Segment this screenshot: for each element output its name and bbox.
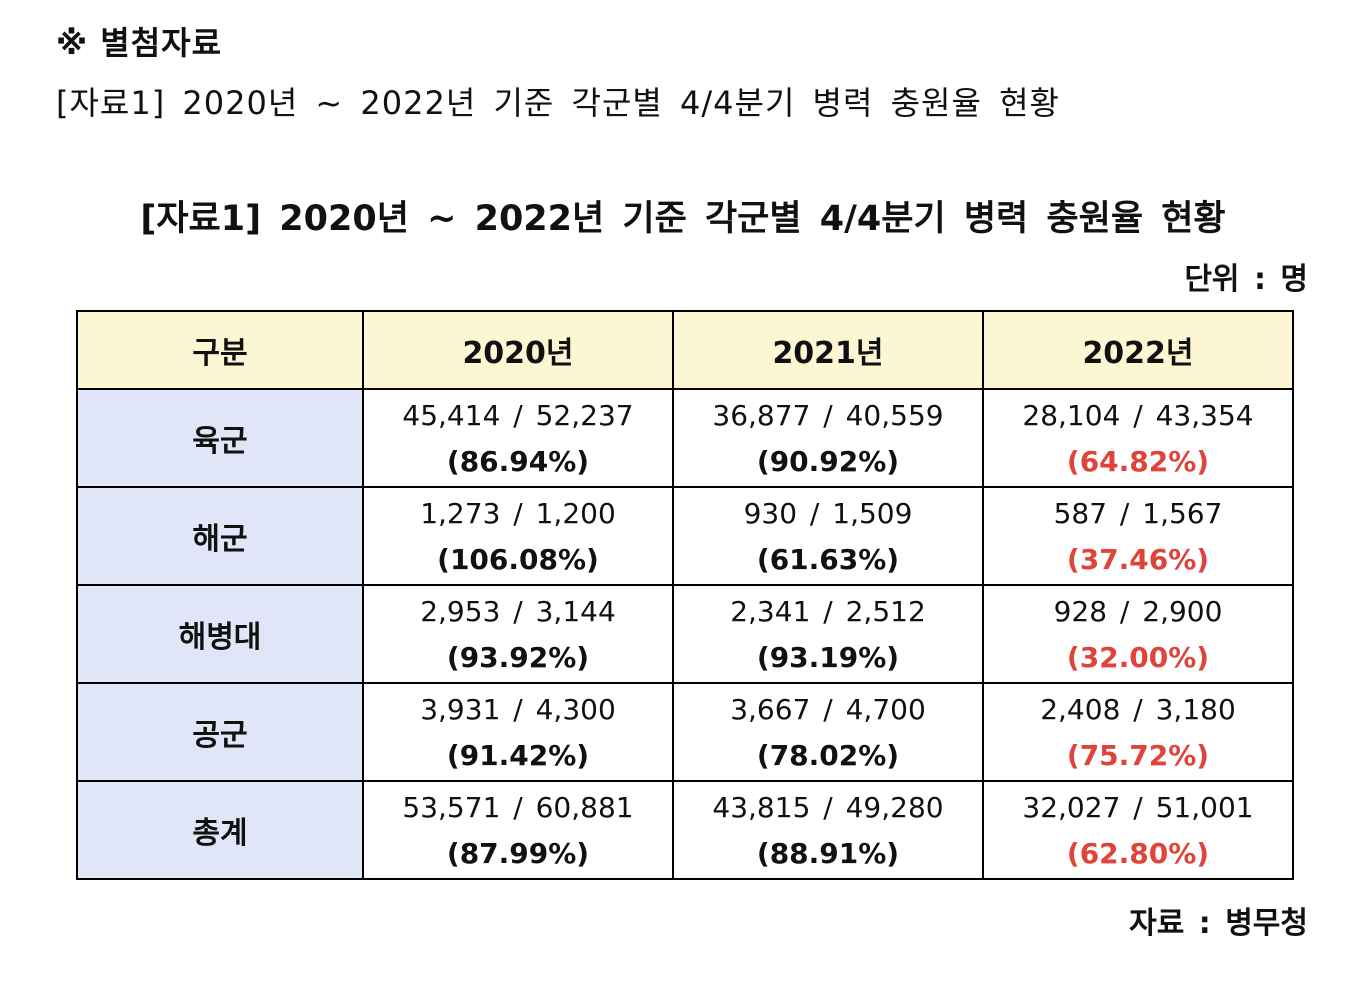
- rate-text: (86.94%): [446, 445, 590, 478]
- branch-label: 공군: [76, 682, 364, 782]
- table-row: 육군 45,414 / 52,237 (86.94%) 36,877 / 40,…: [76, 388, 1294, 488]
- count-text: 45,414 / 52,237: [402, 399, 634, 432]
- count-text: 3,931 / 4,300: [420, 693, 616, 726]
- value-cell: 928 / 2,900 (32.00%): [982, 584, 1294, 684]
- value-cell: 1,273 / 1,200 (106.08%): [362, 486, 674, 586]
- attachment-title: ※ 별첨자료: [56, 24, 223, 62]
- rate-text: (106.08%): [437, 543, 599, 576]
- count-text: 32,027 / 51,001: [1022, 791, 1254, 824]
- value-cell: 36,877 / 40,559 (90.92%): [672, 388, 984, 488]
- table-row: 해군 1,273 / 1,200 (106.08%) 930 / 1,509 (…: [76, 486, 1294, 586]
- header-year-2021: 2021년: [672, 310, 984, 390]
- branch-label: 육군: [76, 388, 364, 488]
- attachment-subtitle: [자료1] 2020년 ~ 2022년 기준 각군별 4/4분기 병력 충원율 …: [56, 84, 1060, 122]
- value-cell: 3,931 / 4,300 (91.42%): [362, 682, 674, 782]
- count-text: 1,273 / 1,200: [420, 497, 616, 530]
- table-row: 해병대 2,953 / 3,144 (93.92%) 2,341 / 2,512…: [76, 584, 1294, 684]
- table-row: 공군 3,931 / 4,300 (91.42%) 3,667 / 4,700 …: [76, 682, 1294, 782]
- rate-text: (90.92%): [756, 445, 900, 478]
- rate-text: (88.91%): [756, 837, 900, 870]
- count-text: 587 / 1,567: [1053, 497, 1223, 530]
- count-text: 2,341 / 2,512: [730, 595, 926, 628]
- count-text: 2,953 / 3,144: [420, 595, 616, 628]
- count-text: 43,815 / 49,280: [712, 791, 944, 824]
- count-text: 928 / 2,900: [1053, 595, 1223, 628]
- manpower-fill-rate-table: 구분 2020년 2021년 2022년 육군 45,414 / 52,237 …: [76, 310, 1294, 880]
- count-text: 28,104 / 43,354: [1022, 399, 1254, 432]
- header-year-2020: 2020년: [362, 310, 674, 390]
- count-text: 53,571 / 60,881: [402, 791, 634, 824]
- unit-label: 단위 : 명: [1184, 262, 1308, 297]
- header-category: 구분: [76, 310, 364, 390]
- rate-text-highlight: (37.46%): [1066, 543, 1210, 576]
- rate-text: (93.92%): [446, 641, 590, 674]
- rate-text: (93.19%): [756, 641, 900, 674]
- rate-text-highlight: (32.00%): [1066, 641, 1210, 674]
- table-header-row: 구분 2020년 2021년 2022년: [76, 310, 1294, 390]
- value-cell: 2,953 / 3,144 (93.92%): [362, 584, 674, 684]
- value-cell: 28,104 / 43,354 (64.82%): [982, 388, 1294, 488]
- branch-label: 해군: [76, 486, 364, 586]
- branch-label: 해병대: [76, 584, 364, 684]
- value-cell: 3,667 / 4,700 (78.02%): [672, 682, 984, 782]
- value-cell: 53,571 / 60,881 (87.99%): [362, 780, 674, 880]
- table-row-total: 총계 53,571 / 60,881 (87.99%) 43,815 / 49,…: [76, 780, 1294, 880]
- value-cell: 2,408 / 3,180 (75.72%): [982, 682, 1294, 782]
- value-cell: 45,414 / 52,237 (86.94%): [362, 388, 674, 488]
- rate-text: (91.42%): [446, 739, 590, 772]
- value-cell: 43,815 / 49,280 (88.91%): [672, 780, 984, 880]
- table-title: [자료1] 2020년 ~ 2022년 기준 각군별 4/4분기 병력 충원율 …: [140, 199, 1226, 239]
- rate-text: (87.99%): [446, 837, 590, 870]
- rate-text-highlight: (75.72%): [1066, 739, 1210, 772]
- rate-text: (61.63%): [756, 543, 900, 576]
- value-cell: 587 / 1,567 (37.46%): [982, 486, 1294, 586]
- rate-text-highlight: (62.80%): [1066, 837, 1210, 870]
- count-text: 36,877 / 40,559: [712, 399, 944, 432]
- count-text: 930 / 1,509: [743, 497, 913, 530]
- header-year-2022: 2022년: [982, 310, 1294, 390]
- rate-text-highlight: (64.82%): [1066, 445, 1210, 478]
- rate-text: (78.02%): [756, 739, 900, 772]
- source-label: 자료 : 병무청: [1129, 906, 1308, 941]
- count-text: 3,667 / 4,700: [730, 693, 926, 726]
- branch-label: 총계: [76, 780, 364, 880]
- value-cell: 32,027 / 51,001 (62.80%): [982, 780, 1294, 880]
- value-cell: 930 / 1,509 (61.63%): [672, 486, 984, 586]
- count-text: 2,408 / 3,180: [1040, 693, 1236, 726]
- value-cell: 2,341 / 2,512 (93.19%): [672, 584, 984, 684]
